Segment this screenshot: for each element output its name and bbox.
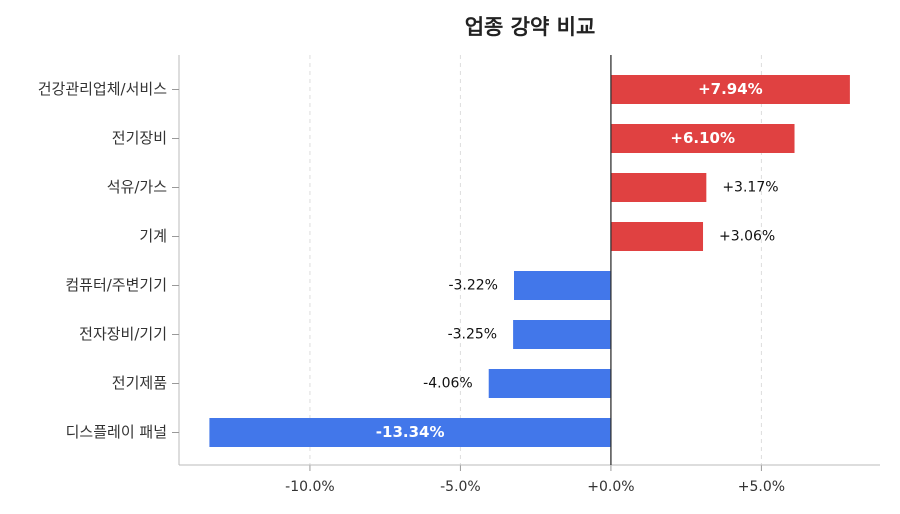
- x-tick-label: +5.0%: [738, 479, 785, 495]
- y-tick-label: 전기장비: [112, 129, 167, 147]
- value-label: -13.34%: [376, 423, 445, 441]
- x-tick-label: -10.0%: [285, 479, 335, 495]
- y-tick-label: 컴퓨터/주변기기: [65, 276, 167, 294]
- y-tick-label: 전기제품: [112, 374, 167, 392]
- value-label: -3.22%: [448, 278, 498, 294]
- chart-title: 업종 강약 비교: [465, 15, 596, 39]
- y-tick-label: 석유/가스: [107, 178, 167, 196]
- x-tick-label: -5.0%: [440, 479, 481, 495]
- value-label: +3.06%: [719, 229, 775, 245]
- bar: [610, 124, 795, 153]
- value-label: -3.25%: [448, 327, 498, 343]
- bar: [513, 271, 611, 300]
- value-label: -4.06%: [423, 376, 473, 392]
- bar: [610, 222, 704, 251]
- bar: [209, 418, 611, 447]
- x-tick-label: +0.0%: [587, 479, 634, 495]
- y-tick-label: 전자장비/기기: [79, 325, 167, 343]
- bar: [513, 320, 611, 349]
- y-tick-label: 기계: [139, 227, 167, 245]
- y-tick-label: 건강관리업체/서비스: [38, 80, 167, 98]
- value-label: +3.17%: [722, 180, 778, 196]
- bar: [610, 173, 707, 202]
- value-label: +7.94%: [698, 80, 763, 98]
- bar: [488, 369, 611, 398]
- bar: [610, 75, 850, 104]
- y-tick-label: 디스플레이 패널: [66, 423, 167, 441]
- value-label: +6.10%: [670, 129, 735, 147]
